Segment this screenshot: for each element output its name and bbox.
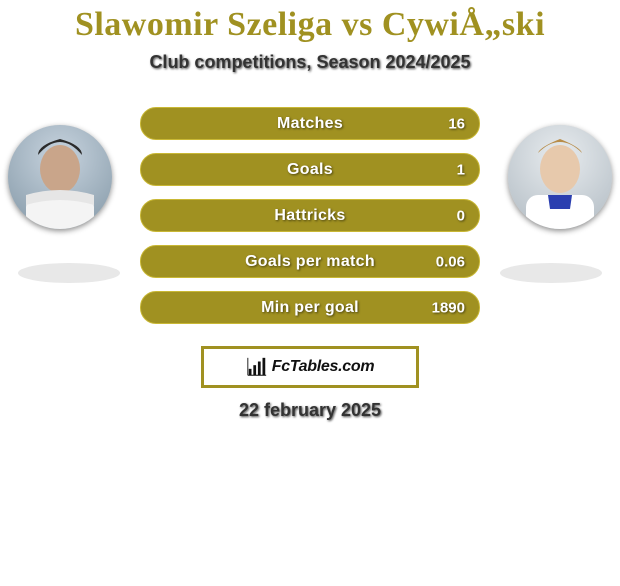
- stat-row-goals_per_match: Goals per match 0.06: [140, 245, 480, 278]
- stat-right-value: 0: [457, 207, 465, 224]
- source-banner[interactable]: FcTables.com: [201, 346, 419, 388]
- stat-label: Goals: [287, 161, 333, 179]
- stat-right-value: 0.06: [436, 253, 465, 270]
- player-left-avatar: [8, 125, 112, 229]
- page-title: Slawomir Szeliga vs CywiÅ„ski: [0, 6, 620, 44]
- stat-label: Min per goal: [261, 299, 359, 317]
- player-right-avatar: [508, 125, 612, 229]
- stats-list: Matches 16 Goals 1 Hattricks 0 Goals per match…: [140, 107, 480, 324]
- subtitle: Club competitions, Season 2024/2025: [0, 52, 620, 73]
- comparison-panel: Matches 16 Goals 1 Hattricks 0 Goals per match…: [0, 107, 620, 421]
- avatar-placeholder-icon: [508, 125, 612, 229]
- banner-text: FcTables.com: [272, 358, 375, 376]
- snapshot-date: 22 february 2025: [10, 400, 610, 421]
- stat-label: Matches: [277, 115, 343, 133]
- stat-row-min_per_goal: Min per goal 1890: [140, 291, 480, 324]
- avatar-placeholder-icon: [8, 125, 112, 229]
- player-right-shadow: [500, 263, 602, 283]
- stat-right-value: 1: [457, 161, 465, 178]
- stat-row-hattricks: Hattricks 0: [140, 199, 480, 232]
- stat-row-goals: Goals 1: [140, 153, 480, 186]
- stat-right-value: 1890: [432, 299, 465, 316]
- stat-right-value: 16: [448, 115, 465, 132]
- stat-row-matches: Matches 16: [140, 107, 480, 140]
- stat-label: Hattricks: [274, 207, 345, 225]
- player-left-shadow: [18, 263, 120, 283]
- stat-label: Goals per match: [245, 253, 375, 271]
- chart-bars-icon: [246, 356, 268, 378]
